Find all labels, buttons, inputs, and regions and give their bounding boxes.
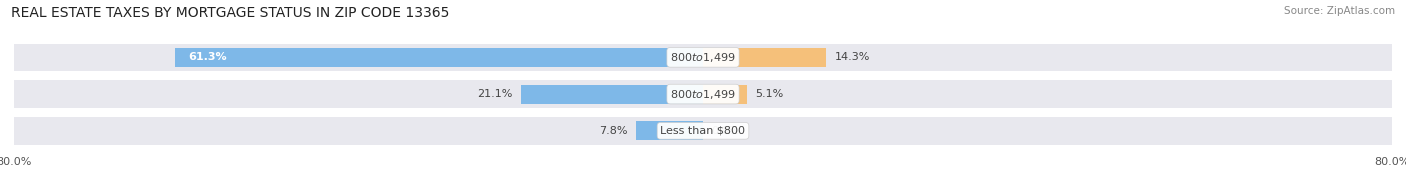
Text: 0.0%: 0.0%	[711, 126, 740, 136]
Bar	[14, 80, 1392, 108]
Text: Source: ZipAtlas.com: Source: ZipAtlas.com	[1284, 6, 1395, 16]
Bar	[522, 84, 703, 104]
Bar	[176, 48, 703, 67]
Bar	[14, 44, 1392, 71]
Bar	[703, 84, 747, 104]
Text: 14.3%: 14.3%	[835, 52, 870, 62]
Bar	[703, 48, 827, 67]
Bar	[14, 117, 1392, 145]
Text: 61.3%: 61.3%	[188, 52, 226, 62]
Text: 21.1%: 21.1%	[477, 89, 513, 99]
Text: $800 to $1,499: $800 to $1,499	[671, 88, 735, 101]
Text: $800 to $1,499: $800 to $1,499	[671, 51, 735, 64]
Text: Less than $800: Less than $800	[661, 126, 745, 136]
Text: 7.8%: 7.8%	[599, 126, 627, 136]
Text: 5.1%: 5.1%	[755, 89, 783, 99]
Text: REAL ESTATE TAXES BY MORTGAGE STATUS IN ZIP CODE 13365: REAL ESTATE TAXES BY MORTGAGE STATUS IN …	[11, 6, 450, 20]
Bar	[636, 121, 703, 140]
